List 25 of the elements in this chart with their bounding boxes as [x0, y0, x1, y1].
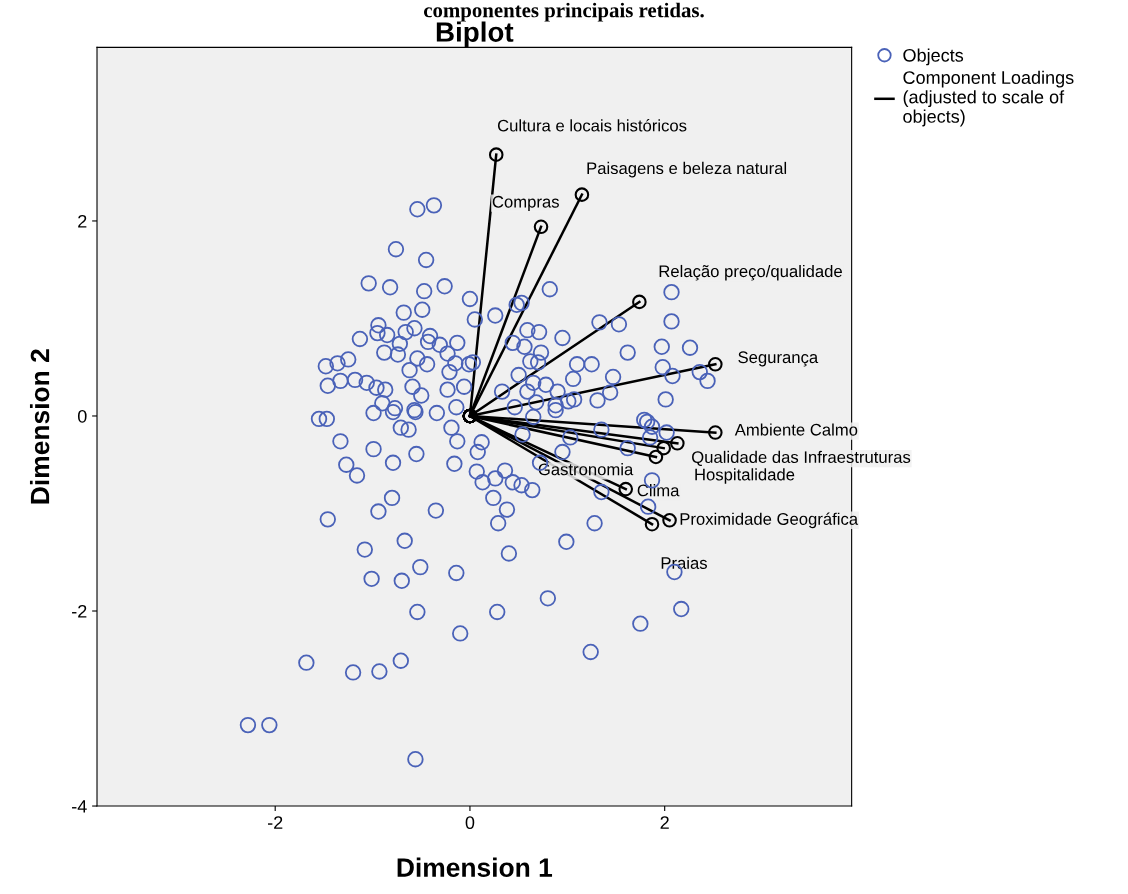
y-tick-label: 0	[77, 409, 87, 423]
annotation: Ambiente Calmo	[734, 423, 858, 436]
annotation: Segurança	[738, 351, 819, 367]
annotation: Compras	[492, 195, 559, 211]
annotation: Relação preço/qualidade	[659, 264, 842, 281]
annotation: Qualidade das Infraestruturas	[692, 450, 911, 467]
legend-label: Component Loadings (adjusted to scale of objects)	[903, 70, 1074, 127]
y-tick-label: -2	[72, 604, 87, 618]
x-tick-label: 2	[660, 816, 669, 829]
y-axis-title: Dimension 2	[29, 349, 50, 504]
annotation: Paisagens e beleza natural	[587, 161, 787, 178]
x-axis-title: Dimension 1	[397, 857, 553, 877]
x-tick-label: 0	[465, 816, 475, 830]
annotation: Cultura e locais históricos	[497, 119, 687, 132]
annotation: Clima	[637, 484, 680, 497]
y-tick-label: -4	[72, 800, 87, 813]
annotation: Gastronomia	[538, 463, 634, 476]
legend-label: Objects	[903, 48, 964, 66]
text: componentes principais retidas.	[423, 2, 704, 22]
x-tick-label: -2	[267, 816, 283, 829]
annotation: Proximidade Geográfica	[680, 512, 859, 529]
annotation: Hospitalidade	[695, 468, 795, 484]
y-tick-label: 2	[78, 214, 87, 228]
annotation: Praias	[661, 556, 707, 569]
chart-title: Biplot	[436, 21, 514, 48]
